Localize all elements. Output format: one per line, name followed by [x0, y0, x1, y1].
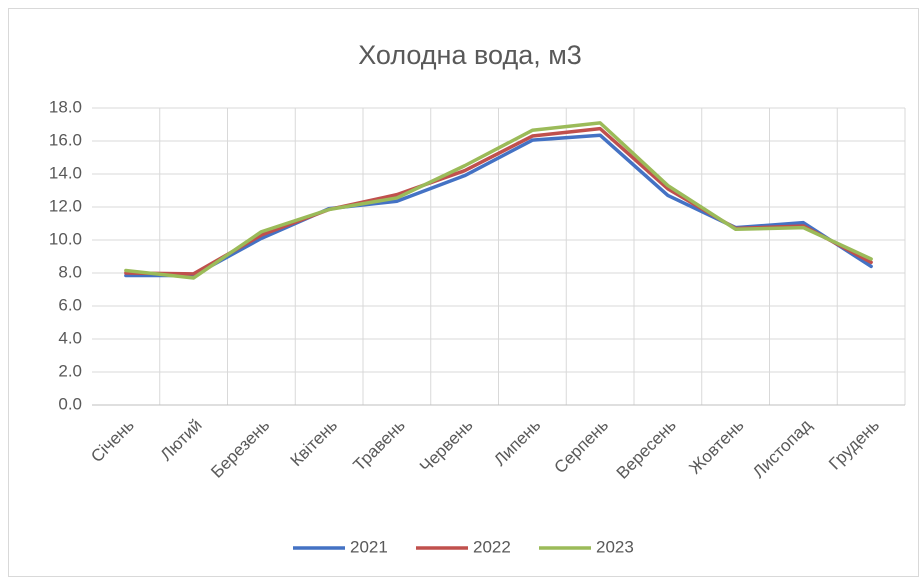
- y-tick-label: 14.0: [49, 163, 82, 182]
- chart-frame: [8, 8, 919, 577]
- y-tick-label: 10.0: [49, 229, 82, 248]
- y-tick-label: 6.0: [58, 295, 82, 314]
- chart-title: Холодна вода, м3: [358, 40, 582, 70]
- y-tick-label: 12.0: [49, 196, 82, 215]
- legend-label: 2023: [596, 537, 634, 556]
- y-tick-label: 18.0: [49, 97, 82, 116]
- y-tick-label: 16.0: [49, 130, 82, 149]
- legend-label: 2021: [350, 537, 388, 556]
- y-tick-label: 4.0: [58, 328, 82, 347]
- legend-label: 2022: [473, 537, 511, 556]
- y-tick-label: 0.0: [58, 394, 82, 413]
- y-tick-label: 2.0: [58, 361, 82, 380]
- series-line: [124, 121, 873, 280]
- y-tick-label: 8.0: [58, 262, 82, 281]
